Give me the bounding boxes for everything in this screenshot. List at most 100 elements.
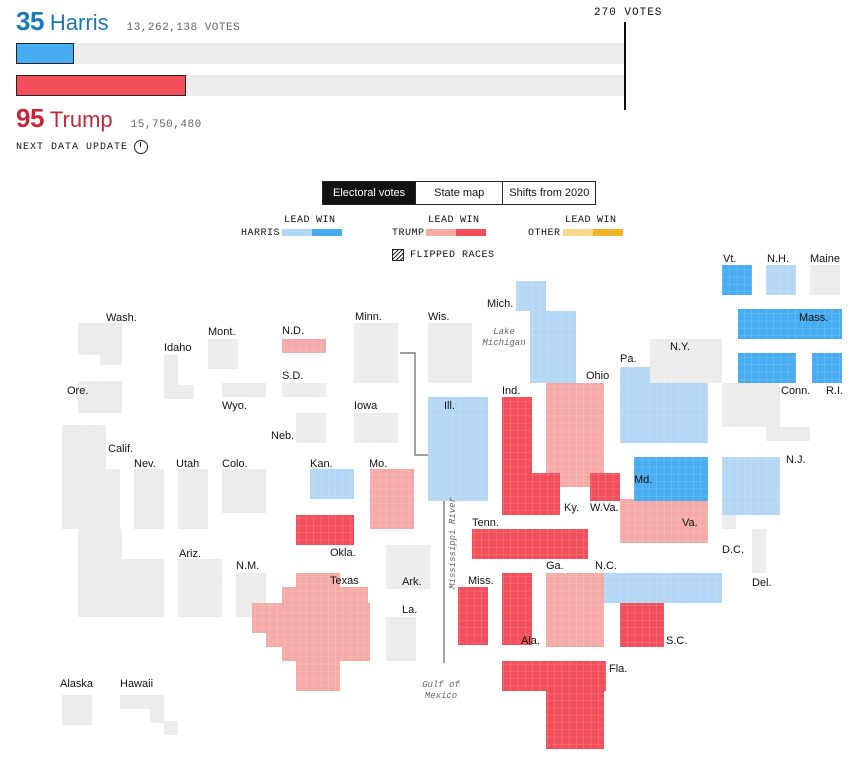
state-s-c[interactable]: S.C. bbox=[620, 603, 687, 647]
state-mont[interactable]: Mont. bbox=[208, 326, 238, 369]
state-s-d[interactable]: S.D. bbox=[282, 370, 326, 397]
state-va[interactable]: Va. bbox=[620, 499, 708, 543]
state-tile-grid bbox=[296, 413, 326, 443]
state-tile-grid bbox=[590, 473, 620, 501]
state-ky[interactable]: Ky. bbox=[502, 473, 579, 515]
view-toggle: Electoral votes State map Shifts from 20… bbox=[322, 181, 597, 205]
state-w-va[interactable]: W.Va. bbox=[590, 473, 620, 514]
state-tile-grid bbox=[222, 383, 266, 397]
state-wyo[interactable]: Wyo. bbox=[222, 383, 266, 412]
legend-lead-label: LEAD bbox=[565, 215, 592, 226]
state-tile-grid bbox=[766, 265, 796, 295]
state-del[interactable]: Del. bbox=[752, 529, 772, 589]
state-label: Va. bbox=[682, 517, 698, 529]
state-tile-grid bbox=[222, 469, 266, 513]
state-calif[interactable]: Calif. bbox=[62, 425, 164, 617]
state-conn[interactable]: Conn. bbox=[738, 353, 810, 397]
legend-other-lead-swatch bbox=[563, 229, 593, 236]
tab-state-map[interactable]: State map bbox=[415, 182, 503, 204]
state-label: Mich. bbox=[487, 298, 513, 310]
state-alaska[interactable]: Alaska bbox=[60, 678, 94, 725]
state-okla[interactable]: Okla. bbox=[296, 515, 356, 559]
tab-shifts-from-2020[interactable]: Shifts from 2020 bbox=[502, 182, 596, 204]
legend-win-label: WIN bbox=[597, 215, 617, 226]
state-nev[interactable]: Nev. bbox=[134, 458, 164, 529]
state-label: Ind. bbox=[502, 385, 520, 397]
state-tile-grid bbox=[428, 323, 472, 383]
state-vt[interactable]: Vt. bbox=[722, 253, 752, 295]
state-tile-grid bbox=[282, 647, 370, 661]
state-ark[interactable]: Ark. bbox=[386, 545, 430, 589]
state-label: Colo. bbox=[222, 458, 248, 470]
state-label: Minn. bbox=[355, 311, 382, 323]
state-mo[interactable]: Mo. bbox=[369, 458, 414, 529]
state-hawaii[interactable]: Hawaii bbox=[120, 678, 178, 735]
state-label: S.D. bbox=[282, 370, 303, 382]
state-ill[interactable]: Ill. bbox=[428, 397, 488, 501]
state-fla[interactable]: Fla. bbox=[502, 661, 627, 749]
harris-name: Harris bbox=[49, 10, 109, 35]
legend-lead-label: LEAD bbox=[284, 215, 311, 226]
state-maine[interactable]: Maine bbox=[810, 253, 840, 295]
state-wis[interactable]: Wis. bbox=[428, 311, 472, 383]
state-label: N.Y. bbox=[670, 341, 690, 353]
state-mass[interactable]: Mass. bbox=[738, 309, 842, 339]
state-ind[interactable]: Ind. bbox=[502, 385, 532, 485]
state-label: Mass. bbox=[799, 312, 828, 324]
mississippi-river-label: Mississippi River bbox=[448, 497, 458, 589]
state-ala[interactable]: Ala. bbox=[502, 573, 540, 647]
state-ore[interactable]: Ore. bbox=[67, 381, 122, 413]
state-n-d[interactable]: N.D. bbox=[282, 325, 326, 353]
state-label: Miss. bbox=[468, 575, 494, 587]
state-neb[interactable]: Neb. bbox=[271, 413, 326, 443]
state-label: N.C. bbox=[595, 560, 617, 572]
state-n-c[interactable]: N.C. bbox=[595, 560, 722, 603]
legend-flipped: FLIPPED RACES bbox=[392, 249, 495, 261]
state-texas[interactable]: Texas bbox=[252, 573, 370, 691]
state-tile-grid bbox=[810, 265, 840, 295]
state-r-i[interactable]: R.I. bbox=[812, 353, 843, 397]
state-tile-grid bbox=[120, 695, 164, 709]
state-mich[interactable]: Mich. bbox=[487, 281, 576, 383]
state-minn[interactable]: Minn. bbox=[354, 311, 398, 383]
state-tile-grid bbox=[252, 603, 370, 633]
lake-michigan-label: Lake Michigan bbox=[482, 327, 525, 348]
tab-electoral-votes[interactable]: Electoral votes bbox=[323, 182, 416, 204]
state-label: S.C. bbox=[666, 635, 687, 647]
state-label: Mo. bbox=[369, 458, 387, 470]
state-utah[interactable]: Utah bbox=[176, 458, 208, 529]
state-la[interactable]: La. bbox=[386, 604, 417, 661]
state-tile-grid bbox=[282, 587, 368, 603]
trump-header: 95 Trump 15,750,480 bbox=[16, 103, 202, 134]
state-n-y[interactable]: N.Y. bbox=[650, 339, 810, 441]
state-tile-grid bbox=[78, 529, 122, 559]
state-tile-grid bbox=[134, 469, 164, 529]
state-label: Hawaii bbox=[120, 678, 153, 690]
next-update-label: NEXT DATA UPDATE bbox=[16, 141, 129, 153]
state-iowa[interactable]: Iowa bbox=[354, 400, 398, 443]
state-md[interactable]: Md. bbox=[634, 457, 708, 501]
state-label: W.Va. bbox=[590, 502, 619, 514]
state-ga[interactable]: Ga. bbox=[546, 560, 604, 647]
state-n-h[interactable]: N.H. bbox=[766, 253, 796, 295]
trump-bar-track bbox=[16, 75, 626, 96]
state-label: Calif. bbox=[108, 443, 133, 455]
state-idaho[interactable]: Idaho bbox=[164, 342, 194, 399]
state-ariz[interactable]: Ariz. bbox=[178, 548, 222, 617]
state-tile-grid bbox=[766, 427, 810, 441]
state-ohio[interactable]: Ohio bbox=[546, 370, 609, 487]
state-wash[interactable]: Wash. bbox=[78, 312, 137, 365]
legend-other-label: OTHER bbox=[528, 228, 561, 239]
state-tile-grid bbox=[722, 383, 780, 427]
state-kan[interactable]: Kan. bbox=[310, 458, 354, 499]
state-miss[interactable]: Miss. bbox=[458, 575, 494, 645]
state-colo[interactable]: Colo. bbox=[222, 458, 266, 513]
trump-bar-fill bbox=[16, 75, 187, 96]
state-label: Ohio bbox=[586, 370, 609, 382]
state-d-c[interactable]: D.C. bbox=[722, 515, 744, 556]
legend-trump: LEAD WIN TRUMP bbox=[392, 215, 492, 241]
state-tenn[interactable]: Tenn. bbox=[472, 517, 588, 559]
state-label: N.J. bbox=[786, 454, 806, 466]
state-tile-grid bbox=[78, 381, 122, 413]
state-n-j[interactable]: N.J. bbox=[722, 454, 806, 515]
